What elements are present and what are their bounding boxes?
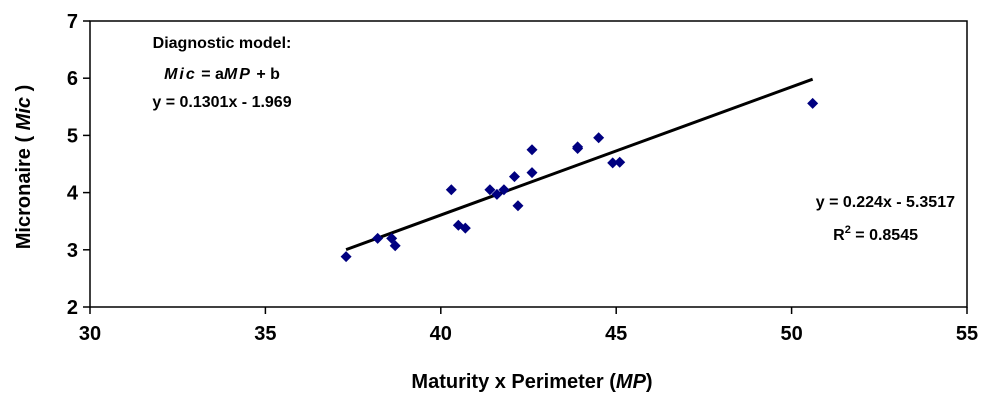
data-point xyxy=(572,141,584,153)
data-points xyxy=(340,97,819,263)
data-point xyxy=(459,222,471,234)
x-tick-label: 50 xyxy=(780,323,802,345)
x-tick-label: 55 xyxy=(956,323,978,345)
x-axis-ticks: 30 35 40 45 50 55 xyxy=(79,307,978,345)
y-axis-title-suffix: ) xyxy=(13,85,35,97)
x-axis-title-prefix: Maturity x Perimeter ( xyxy=(411,371,616,393)
trendline xyxy=(345,77,814,252)
model-eq-end: + b xyxy=(252,66,280,83)
data-point xyxy=(614,156,626,168)
model-fit-equation: y = 0.1301x - 1.969 xyxy=(152,94,291,111)
y-axis-ticks: 2 3 4 5 6 7 xyxy=(67,11,90,319)
data-point xyxy=(340,251,352,263)
x-axis-title: Maturity x Perimeter (MP) xyxy=(411,371,652,393)
data-point xyxy=(372,232,384,244)
r2-value: = 0.8545 xyxy=(851,227,918,244)
model-eq-mid: = a xyxy=(197,66,224,83)
model-eq-mic: Mic xyxy=(164,66,197,83)
y-axis-title: Micronaire ( Mic ) xyxy=(13,85,35,249)
data-point xyxy=(445,184,457,196)
y-axis-title-prefix: Micronaire ( xyxy=(13,130,35,249)
data-point xyxy=(389,240,401,252)
fit-equation: y = 0.224x - 5.3517 xyxy=(816,194,955,211)
data-point xyxy=(484,184,496,196)
data-point xyxy=(491,188,503,200)
data-point xyxy=(498,184,510,196)
plot-area-frame xyxy=(89,20,968,308)
data-point xyxy=(526,167,538,179)
x-tick-label: 45 xyxy=(605,323,627,345)
x-axis-title-suffix: ) xyxy=(646,371,653,393)
data-point xyxy=(607,157,619,169)
y-tick-label: 3 xyxy=(67,240,78,262)
y-tick-label: 6 xyxy=(67,68,78,90)
model-eq-mp: MP xyxy=(224,66,252,83)
y-tick-label: 4 xyxy=(67,183,79,205)
data-point xyxy=(508,171,520,183)
y-tick-label: 7 xyxy=(67,11,78,33)
model-equation: Mic = aMP + b xyxy=(164,66,280,83)
data-point xyxy=(593,132,605,144)
r2-prefix: R xyxy=(833,227,845,244)
data-point xyxy=(526,144,538,156)
x-tick-label: 30 xyxy=(79,323,101,345)
x-tick-label: 35 xyxy=(254,323,276,345)
data-point xyxy=(512,200,524,212)
y-axis-title-italic: Mic xyxy=(13,97,35,130)
data-point xyxy=(807,97,819,109)
y-tick-label: 2 xyxy=(67,297,78,319)
model-title: Diagnostic model: xyxy=(153,35,292,52)
x-tick-label: 40 xyxy=(430,323,452,345)
r-squared: R2 = 0.8545 xyxy=(833,224,918,244)
x-axis-title-italic: MP xyxy=(616,371,647,393)
y-tick-label: 5 xyxy=(67,125,78,147)
r2-sup: 2 xyxy=(845,224,851,236)
